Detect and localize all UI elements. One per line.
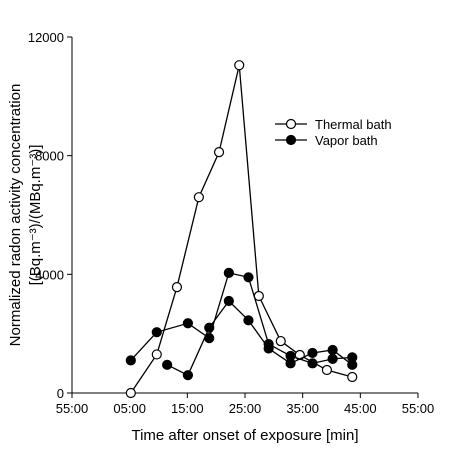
x-tick-label: 15:00 <box>171 401 204 416</box>
x-tick-label: 05:00 <box>113 401 146 416</box>
data-point <box>275 335 286 347</box>
y-tick-label: 0 <box>57 386 64 401</box>
data-point <box>307 358 318 369</box>
data-point <box>234 60 245 71</box>
legend-label: Thermal bath <box>315 117 392 132</box>
data-point <box>213 147 225 158</box>
data-point <box>125 387 136 399</box>
data-point <box>171 281 183 293</box>
data-point <box>243 315 254 326</box>
x-tick-label: 45:00 <box>344 401 377 416</box>
data-point <box>182 318 194 329</box>
data-point <box>182 370 194 381</box>
series-line <box>130 272 353 377</box>
x-axis-title: Time after onset of exposure [min] <box>131 427 358 444</box>
data-point <box>204 322 215 333</box>
data-point <box>285 358 296 369</box>
data-point <box>151 327 162 338</box>
data-point <box>162 359 173 370</box>
data-point <box>327 344 338 356</box>
legend-marker <box>285 118 297 130</box>
data-point <box>327 353 338 364</box>
data-point <box>223 295 234 307</box>
data-point <box>347 371 358 383</box>
data-point <box>243 272 254 283</box>
data-point <box>193 192 204 203</box>
data-point <box>204 333 215 344</box>
x-tick-label: 35:00 <box>286 401 319 416</box>
y-axis-title: Normalized radon activity concentration <box>7 84 24 347</box>
x-tick-label: 55:00 <box>56 401 89 416</box>
x-tick-label: 55:00 <box>402 401 435 416</box>
data-point <box>151 349 162 360</box>
y-axis-title: [(Bq.m⁻³)/(MBq.m⁻³)] <box>27 145 44 286</box>
data-point <box>321 364 332 376</box>
data-point <box>307 347 318 359</box>
legend-label: Vapor bath <box>315 133 378 148</box>
series-line <box>130 65 353 394</box>
y-tick-label: 12000 <box>28 30 64 45</box>
data-point <box>347 359 358 370</box>
data-point <box>223 267 234 278</box>
data-point <box>125 355 136 366</box>
x-tick-label: 25:00 <box>229 401 262 416</box>
data-point <box>263 343 274 354</box>
y-tick-label: 8000 <box>35 149 64 164</box>
y-tick-label: 4000 <box>35 267 64 282</box>
legend-marker <box>285 134 297 146</box>
